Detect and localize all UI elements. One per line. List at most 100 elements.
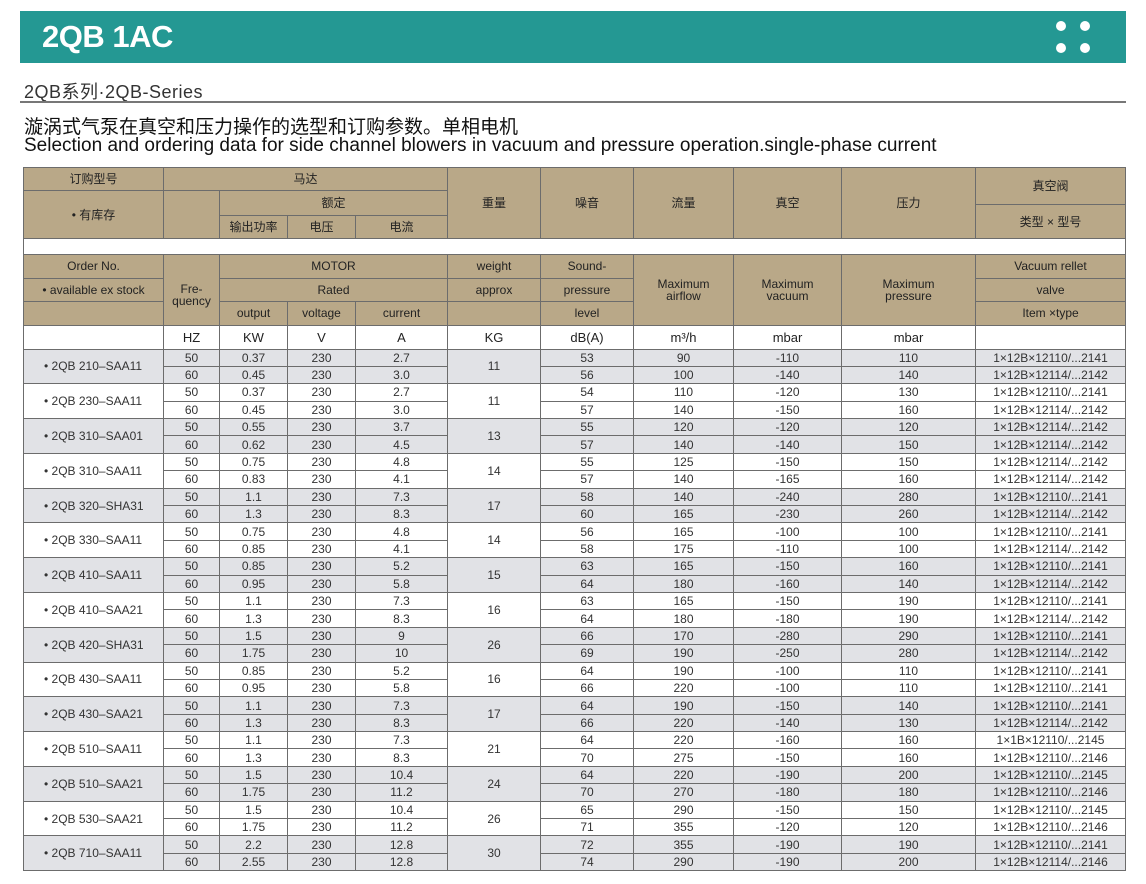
table-row: • 2QB 310–SAA11 50 0.75 230 4.8 14 55 125 -150 15… bbox=[23, 452, 1126, 489]
output: 1.1 bbox=[219, 591, 288, 611]
vacuum: -120 bbox=[733, 418, 842, 437]
vacuum: -190 bbox=[733, 835, 842, 854]
header-order-en: Order No. bbox=[23, 254, 164, 279]
header-approx-en: approx bbox=[447, 277, 541, 302]
valve: 1×12B×12110/...2141 bbox=[975, 557, 1126, 576]
frequency: 60 bbox=[163, 365, 220, 385]
current: 5.8 bbox=[355, 678, 448, 698]
header-sound-3: level bbox=[540, 301, 634, 326]
output: 0.75 bbox=[219, 452, 288, 472]
series-label: 2QB系列·2QB-Series bbox=[24, 82, 204, 102]
pressure: 190 bbox=[841, 591, 976, 611]
vacuum: -230 bbox=[733, 505, 842, 524]
divider bbox=[20, 101, 1126, 103]
output: 1.5 bbox=[219, 765, 288, 785]
voltage: 230 bbox=[287, 783, 356, 802]
pressure: 160 bbox=[841, 557, 976, 576]
table-row: • 2QB 410–SAA11 50 0.85 230 5.2 15 63 165 -150 16… bbox=[23, 557, 1126, 593]
selection-table: 订购型号 马达 重量 噪音 流量 真空 压力 真空阀 类型 × 型号 • 有库存… bbox=[23, 167, 1126, 872]
voltage: 230 bbox=[287, 574, 356, 593]
four-dots-icon bbox=[1056, 21, 1092, 55]
valve: 1×12B×12114/...2142 bbox=[975, 418, 1126, 437]
unit-cell bbox=[975, 324, 1126, 350]
header-rated-en: Rated bbox=[219, 277, 448, 302]
noise: 64 bbox=[540, 574, 634, 593]
pressure: 150 bbox=[841, 800, 976, 820]
noise: 54 bbox=[540, 383, 634, 402]
output: 0.83 bbox=[219, 470, 288, 489]
unit-cell: KW bbox=[219, 324, 288, 350]
pressure: 190 bbox=[841, 835, 976, 854]
header-output-cn: 输出功率 bbox=[219, 215, 288, 239]
output: 0.75 bbox=[219, 522, 288, 541]
valve: 1×12B×12114/...2142 bbox=[975, 365, 1126, 385]
airflow: 120 bbox=[633, 418, 734, 437]
vacuum: -180 bbox=[733, 609, 842, 628]
table-row: 60 1.3 230 8.3 66 220 -140 130 1×12B×12114/...21… bbox=[24, 713, 1126, 733]
airflow: 125 bbox=[633, 452, 734, 472]
output: 0.37 bbox=[219, 383, 288, 402]
table-row: 60 0.62 230 4.5 57 140 -140 150 1×12B×12114/...2… bbox=[24, 435, 1126, 454]
voltage: 230 bbox=[287, 505, 356, 524]
header-airflow-cn: 流量 bbox=[633, 167, 734, 239]
output: 2.2 bbox=[219, 835, 288, 854]
output: 0.95 bbox=[219, 574, 288, 593]
noise: 74 bbox=[540, 852, 634, 872]
pressure: 160 bbox=[841, 400, 976, 420]
noise: 60 bbox=[540, 505, 634, 524]
valve-label-cn: 真空阀 bbox=[976, 169, 1125, 205]
weight: 16 bbox=[447, 591, 541, 628]
airflow: 190 bbox=[633, 661, 734, 680]
voltage: 230 bbox=[287, 591, 356, 611]
valve: 1×12B×12114/...2142 bbox=[975, 609, 1126, 628]
weight: 15 bbox=[447, 557, 541, 593]
output: 1.75 bbox=[219, 783, 288, 802]
pressure: 200 bbox=[841, 765, 976, 785]
noise: 64 bbox=[540, 661, 634, 680]
airflow: 90 bbox=[633, 348, 734, 367]
frequency: 50 bbox=[163, 765, 220, 785]
output: 1.75 bbox=[219, 644, 288, 663]
voltage: 230 bbox=[287, 418, 356, 437]
pressure: 290 bbox=[841, 626, 976, 646]
header-voltage-en: voltage bbox=[287, 301, 356, 326]
order-number: • 2QB 330–SAA11 bbox=[23, 522, 164, 559]
frequency: 60 bbox=[163, 539, 220, 559]
pressure: 280 bbox=[841, 487, 976, 507]
table-row: 60 0.95 230 5.8 66 220 -100 110 1×12B×12110/...2… bbox=[24, 678, 1126, 698]
airflow: 355 bbox=[633, 835, 734, 854]
current: 2.7 bbox=[355, 348, 448, 367]
airflow: 165 bbox=[633, 505, 734, 524]
table-row: 60 1.3 230 8.3 70 275 -150 160 1×12B×12110/...21… bbox=[24, 748, 1126, 767]
frequency: 60 bbox=[163, 644, 220, 663]
vacuum: -150 bbox=[733, 800, 842, 820]
voltage: 230 bbox=[287, 835, 356, 854]
noise: 64 bbox=[540, 765, 634, 785]
frequency: 50 bbox=[163, 348, 220, 367]
unit-cell: mbar bbox=[841, 324, 976, 350]
weight: 11 bbox=[447, 348, 541, 385]
header-vacuum-cn: 真空 bbox=[733, 167, 842, 239]
airflow: 220 bbox=[633, 713, 734, 733]
header-motor-cn: 马达 bbox=[163, 167, 448, 191]
vacuum: -190 bbox=[733, 765, 842, 785]
airflow: 140 bbox=[633, 435, 734, 454]
header-airflow-en: Maximum airflow bbox=[633, 254, 734, 326]
header-valve-3: Item ×type bbox=[975, 301, 1126, 326]
unit-cell: mbar bbox=[733, 324, 842, 350]
header-motor-en: MOTOR bbox=[219, 254, 448, 279]
weight: 21 bbox=[447, 731, 541, 767]
weight: 11 bbox=[447, 383, 541, 420]
table-row: 60 0.95 230 5.8 64 180 -160 140 1×12B×12114/...2… bbox=[24, 574, 1126, 593]
voltage: 230 bbox=[287, 678, 356, 698]
table-row: • 2QB 410–SAA21 50 1.1 230 7.3 16 63 165 -150 190… bbox=[23, 591, 1126, 628]
noise: 71 bbox=[540, 818, 634, 837]
output: 1.5 bbox=[219, 800, 288, 820]
voltage: 230 bbox=[287, 400, 356, 420]
valve: 1×12B×12110/...2141 bbox=[975, 348, 1126, 367]
weight: 17 bbox=[447, 487, 541, 524]
order-number: • 2QB 430–SAA21 bbox=[23, 696, 164, 733]
output: 2.55 bbox=[219, 852, 288, 872]
noise: 70 bbox=[540, 748, 634, 767]
vacuum: -100 bbox=[733, 661, 842, 680]
